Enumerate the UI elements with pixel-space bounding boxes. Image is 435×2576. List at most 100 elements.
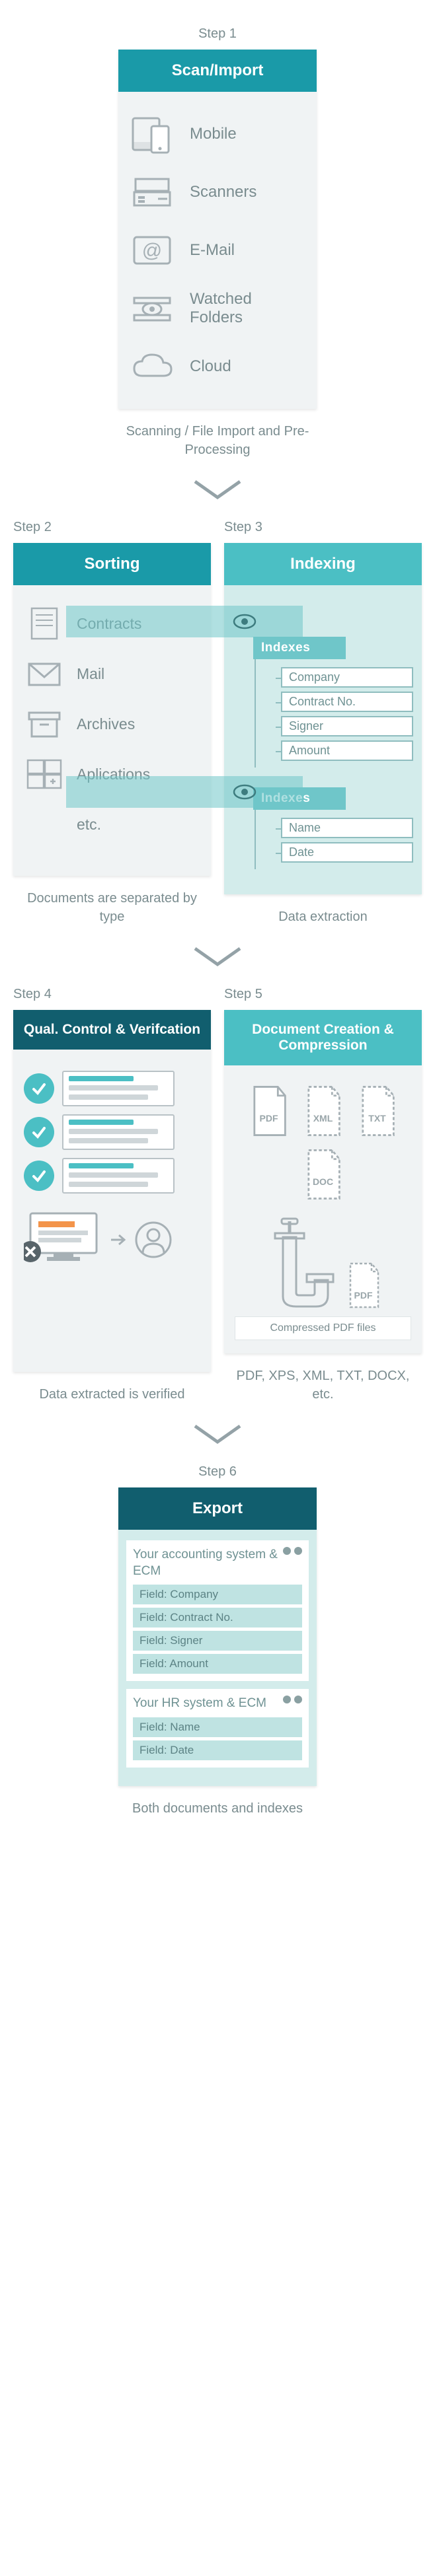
step1-item-label: Scanners — [190, 183, 257, 201]
step1-item-scanners: Scanners — [129, 163, 306, 221]
step5-title: Document Creation & Compression — [224, 1010, 422, 1065]
index-group-title: Indexes — [253, 637, 346, 659]
step1-item-label: Mobile — [190, 125, 237, 143]
compression-clamp-icon: PDF — [235, 1217, 411, 1310]
export-field: Field: Date — [133, 1740, 302, 1760]
file-icons-grid: PDFXMLTXTDOC — [235, 1079, 411, 1212]
step6-card: Export Your accounting system & ECM Field… — [118, 1487, 317, 1786]
checkmark-icon — [24, 1117, 54, 1147]
dots-icon — [283, 1696, 302, 1703]
step4-caption: Data extracted is verified — [13, 1385, 211, 1404]
file-icon-doc: DOC — [301, 1147, 346, 1201]
index-field: Company — [281, 667, 413, 688]
step4-title: Qual. Control & Verifcation — [13, 1010, 211, 1050]
scanners-icon — [129, 171, 175, 213]
checkmark-icon — [24, 1073, 54, 1104]
step5-label: Step 5 — [224, 987, 422, 1002]
step2-title: Sorting — [13, 543, 211, 585]
step1-item-watched: WatchedFolders — [129, 279, 306, 338]
step1-caption: Scanning / File Import and Pre-Processin… — [118, 422, 317, 459]
document-card-icon — [62, 1071, 175, 1106]
step6-label: Step 6 — [198, 1464, 237, 1480]
step2-card: Sorting ContractsMailArchivesAplications… — [13, 543, 211, 876]
step1-item-label: Cloud — [190, 357, 231, 376]
index-field: Amount — [281, 740, 413, 761]
connector-band-applications — [66, 776, 303, 808]
step1-item-label: WatchedFolders — [190, 290, 252, 327]
file-icon-pdf: PDF — [247, 1084, 292, 1138]
export-target-box: Your HR system & ECM Field: Name Field: Da… — [126, 1689, 309, 1768]
document-card-icon — [62, 1158, 175, 1194]
step1-item-mobile: Mobile — [129, 105, 306, 163]
step6-caption: Both documents and indexes — [118, 1799, 317, 1818]
index-field: Name — [281, 818, 413, 838]
step2-label: Step 2 — [13, 520, 211, 535]
arrow-down-icon — [191, 1422, 244, 1449]
contracts-icon — [24, 605, 65, 642]
step1-title: Scan/Import — [118, 50, 317, 92]
qc-reject-item — [24, 1208, 200, 1271]
svg-text:@: @ — [142, 240, 162, 262]
watched-icon — [129, 287, 175, 330]
step2-caption: Documents are separated by type — [13, 889, 211, 926]
index-group: Indexes Company Contract No. Signer Amount — [235, 637, 416, 768]
export-field: Field: Amount — [133, 1654, 302, 1674]
mobile-icon — [129, 113, 175, 155]
step2-item-archives: Archives — [24, 699, 200, 749]
email-icon: @ — [129, 229, 175, 271]
index-field: Contract No. — [281, 692, 413, 712]
arrow-right-icon — [110, 1233, 128, 1246]
export-field: Field: Signer — [133, 1631, 302, 1651]
steps-2-3-row: Step 2 Sorting ContractsMailArchivesApli… — [13, 520, 422, 933]
step3-title: Indexing — [224, 543, 422, 585]
step3-card: Indexing Indexes Company Contract No. Signe… — [224, 543, 422, 894]
step5-footer-label: Compressed PDF files — [235, 1316, 411, 1340]
qc-pass-item — [24, 1071, 200, 1106]
checkmark-icon — [24, 1161, 54, 1191]
step3-label: Step 3 — [224, 520, 422, 535]
document-card-icon — [62, 1114, 175, 1150]
etc-icon — [24, 806, 65, 843]
applications-icon — [24, 756, 65, 793]
steps-4-5-row: Step 4 Qual. Control & Verifcation — [13, 987, 422, 1410]
export-field: Field: Contract No. — [133, 1608, 302, 1628]
step2-item-mail: Mail — [24, 649, 200, 699]
step1-label: Step 1 — [198, 26, 237, 42]
step2-item-label: Mail — [77, 665, 104, 683]
step2-item-label: etc. — [77, 816, 101, 834]
mail-icon — [24, 655, 65, 692]
index-field: Signer — [281, 716, 413, 736]
arrow-down-icon — [191, 478, 244, 504]
step1-item-label: E-Mail — [190, 241, 235, 260]
eye-icon — [233, 784, 257, 800]
export-target-box: Your accounting system & ECM Field: Compa… — [126, 1540, 309, 1681]
arrow-down-icon — [191, 945, 244, 971]
step1-card: Scan/Import Mobile Scanners @ E-Mail Watched… — [118, 50, 317, 409]
connector-band-contracts — [66, 606, 303, 637]
person-icon — [135, 1221, 172, 1258]
step2-item-label: Archives — [77, 715, 135, 733]
monitor-reject-icon — [24, 1208, 103, 1271]
export-target-title: Your accounting system & ECM — [133, 1547, 302, 1579]
step3-caption: Data extraction — [224, 908, 422, 926]
compressed-file-icon: PDF — [344, 1261, 383, 1310]
archives-icon — [24, 705, 65, 742]
step6-title: Export — [118, 1487, 317, 1530]
dots-icon — [283, 1547, 302, 1555]
eye-icon — [233, 614, 257, 629]
export-field: Field: Name — [133, 1717, 302, 1737]
cloud-icon — [129, 345, 175, 388]
step1-item-email: @ E-Mail — [129, 221, 306, 279]
qc-pass-item — [24, 1114, 200, 1150]
file-icon-txt: TXT — [355, 1084, 400, 1138]
index-field: Date — [281, 842, 413, 863]
export-target-title: Your HR system & ECM — [133, 1696, 302, 1712]
step5-card: Document Creation & Compression PDFXMLTX… — [224, 1010, 422, 1353]
qc-pass-item — [24, 1158, 200, 1194]
step1-item-cloud: Cloud — [129, 338, 306, 396]
file-icon-xml: XML — [301, 1084, 346, 1138]
step4-label: Step 4 — [13, 987, 211, 1002]
step5-caption: PDF, XPS, XML, TXT, DOCX, etc. — [224, 1367, 422, 1404]
step4-card: Qual. Control & Verifcation — [13, 1010, 211, 1372]
export-field: Field: Company — [133, 1585, 302, 1604]
